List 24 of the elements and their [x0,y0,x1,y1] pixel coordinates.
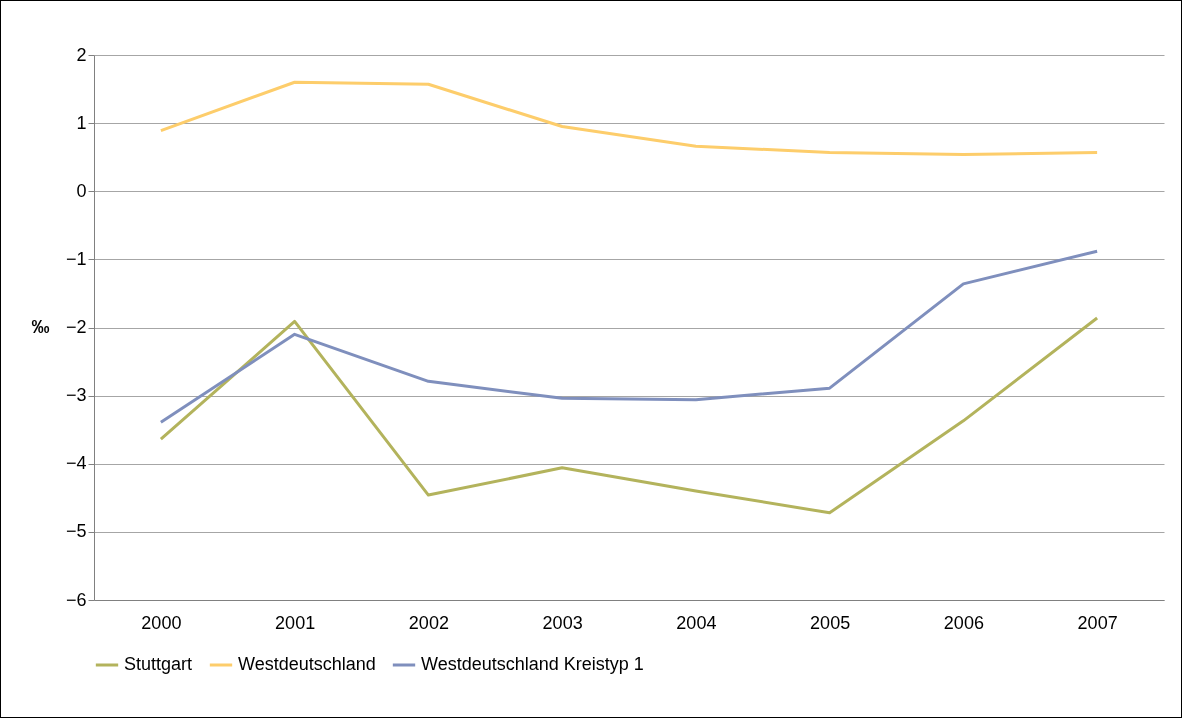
y-tick-label: 1 [76,112,87,133]
line-series [159,249,1099,424]
legend-label: Westdeutschland Kreistyp 1 [421,654,644,674]
y-tick-label: 2 [76,44,87,65]
legend-label: Stuttgart [124,654,193,674]
line-series [159,316,1099,515]
x-tick-label: 2001 [275,612,316,633]
y-tick-label: −2 [65,317,87,337]
y-tick-label: −4 [65,453,87,474]
y-tick-label: −6 [65,589,87,610]
y-tick-label: 0 [76,180,87,201]
x-tick-label: 2007 [1077,612,1118,633]
y-tick-label: −1 [65,248,87,269]
x-tick-label: 2004 [676,612,717,633]
x-tick-label: 2003 [542,612,583,633]
x-tick-label: 2005 [810,612,851,633]
x-tick-label: 2002 [408,612,449,633]
x-tick-label: 2006 [943,612,984,633]
legend-label: Westdeutschland [238,654,376,674]
x-tick-label: 2000 [141,612,182,633]
y-tick-label: −3 [65,385,87,406]
line-series [159,80,1099,156]
y-axis-title: ‰ [31,316,50,337]
y-tick-label: −5 [65,521,87,542]
